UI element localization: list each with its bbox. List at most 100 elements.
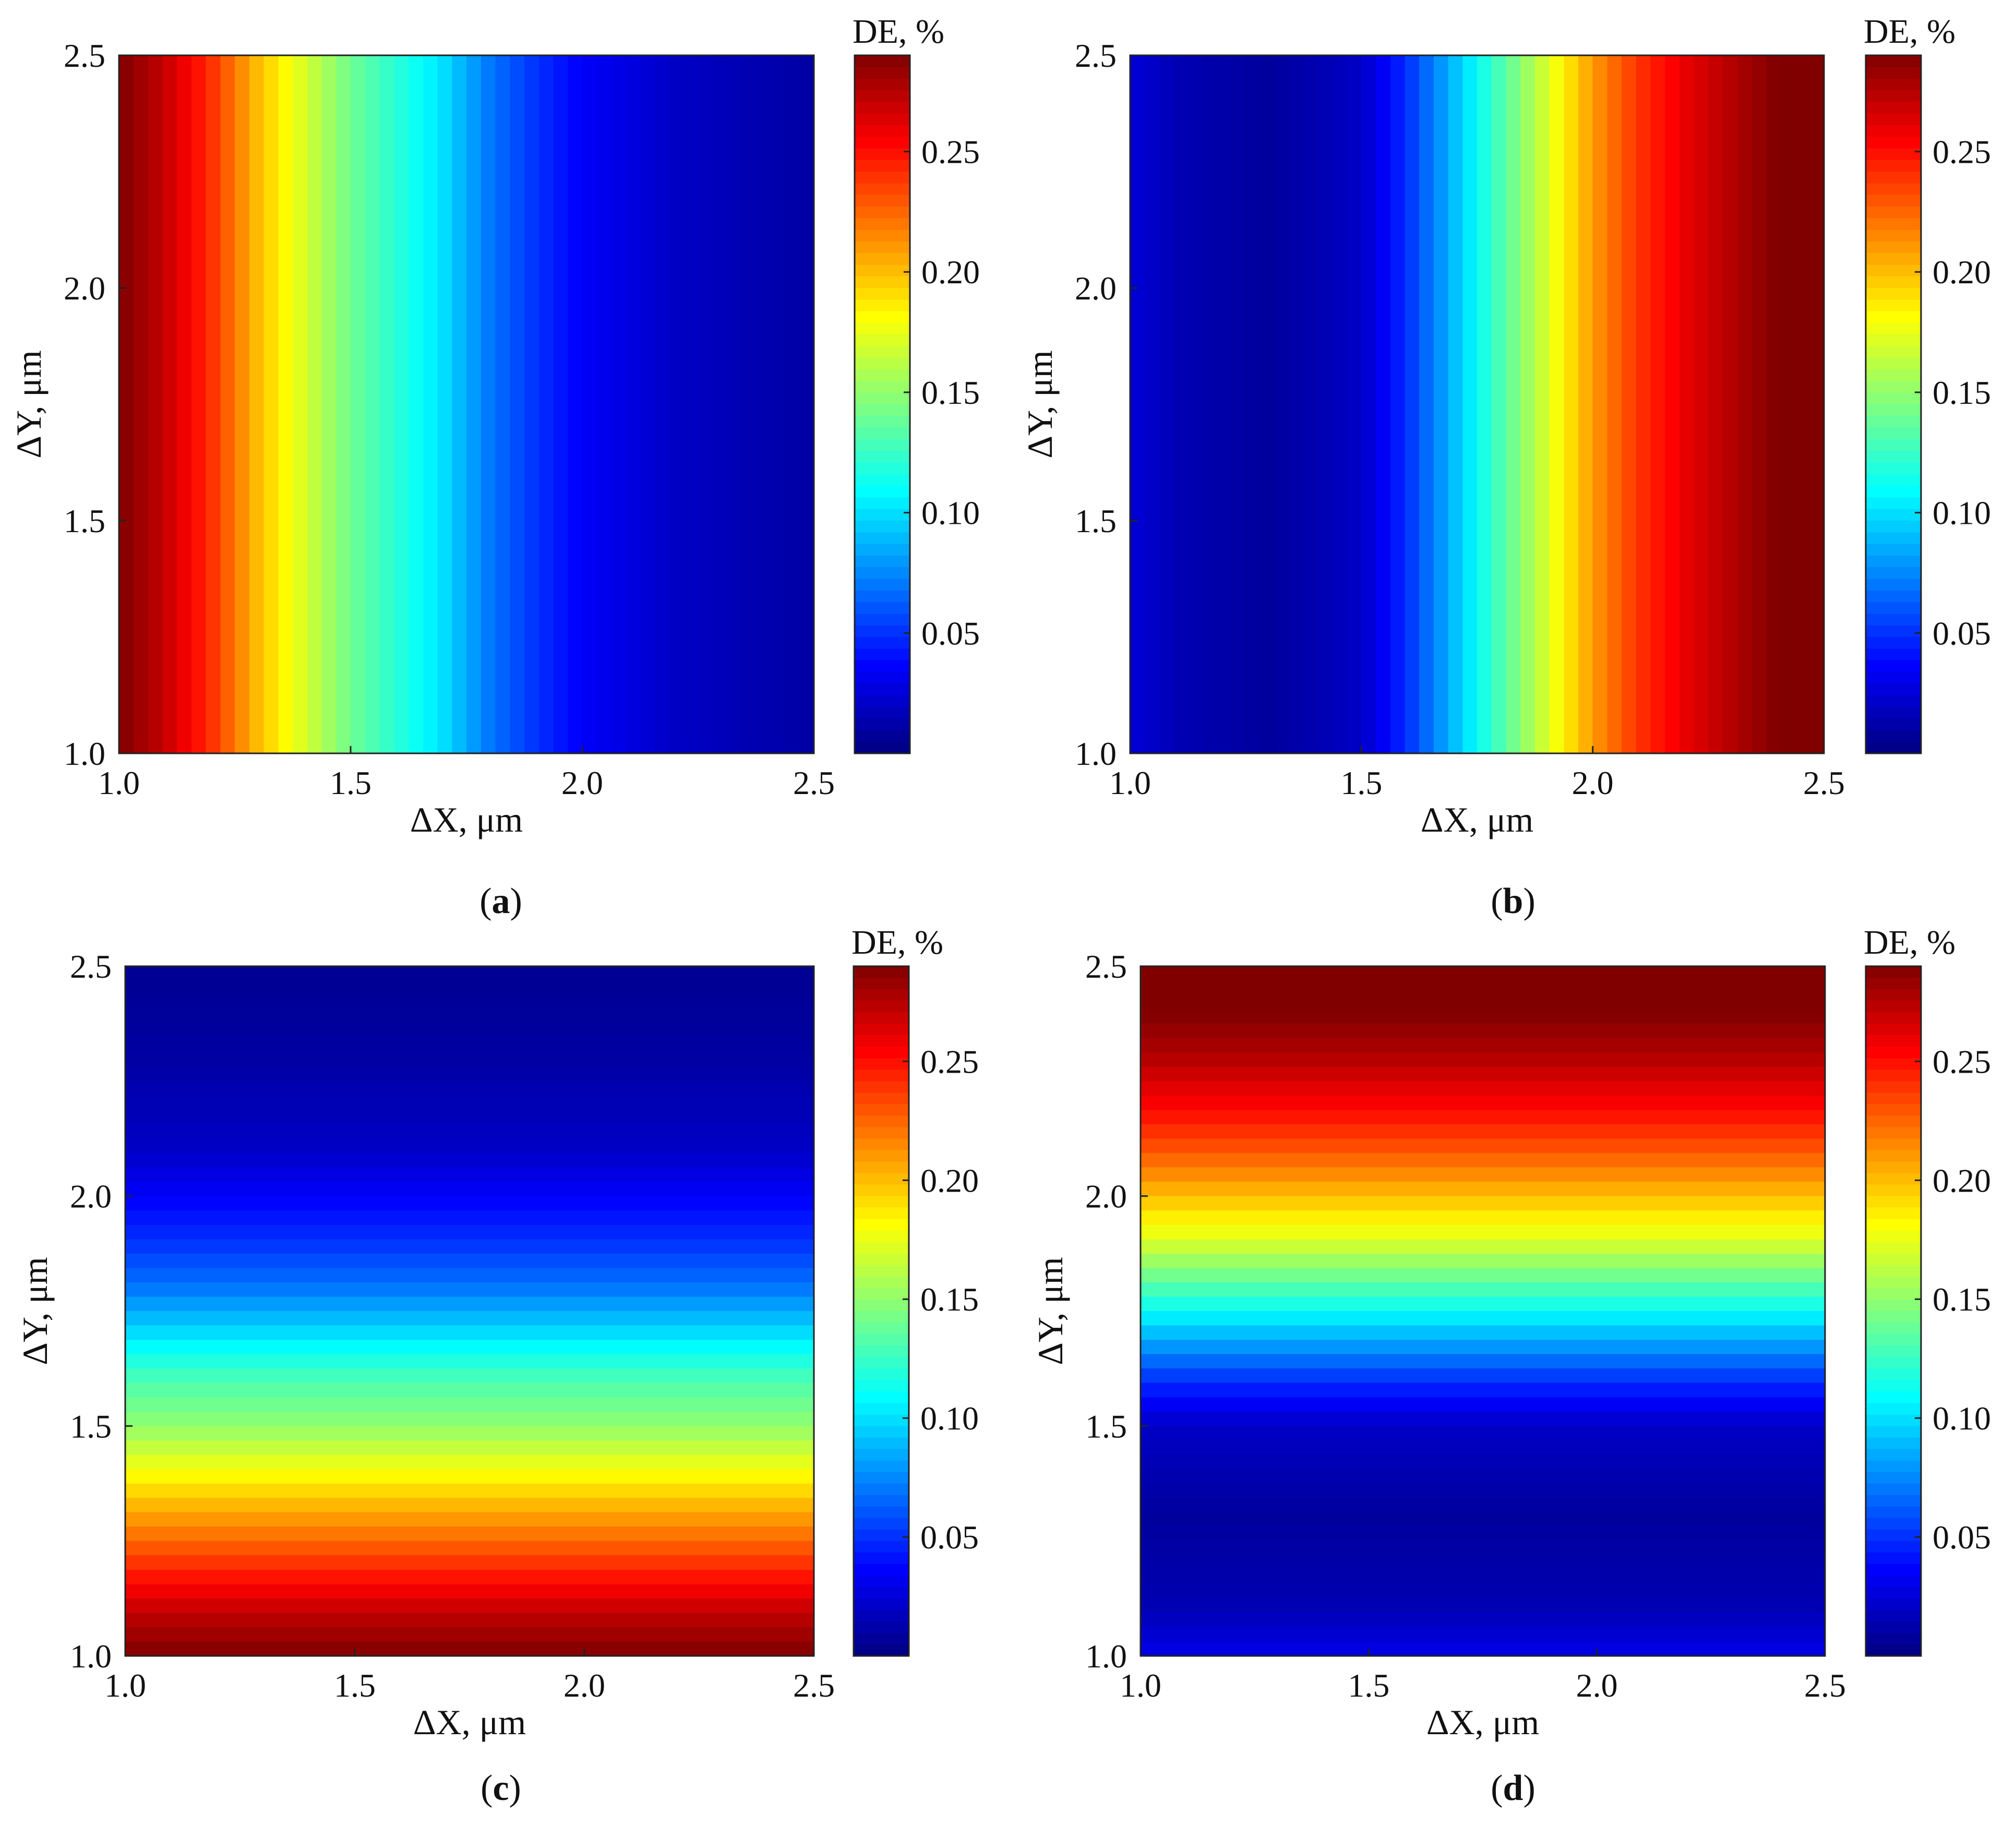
heatmap-cell <box>1564 55 1579 753</box>
colorbar-cell <box>1866 978 1921 990</box>
x-tick-label: 1.5 <box>1340 764 1382 801</box>
colorbar-cell <box>1866 276 1921 289</box>
colorbar-cell <box>1866 1127 1921 1139</box>
heatmap-cell <box>1141 1009 1825 1024</box>
heatmap-cell <box>1405 55 1420 753</box>
heatmap-cell <box>1141 1325 1825 1340</box>
colorbar-cell <box>854 1092 909 1105</box>
colorbar-cell <box>855 113 910 126</box>
colorbar-cell <box>1866 1552 1921 1565</box>
heatmap-cell <box>582 55 597 753</box>
heatmap-cell <box>1694 55 1709 753</box>
colorbar-cell <box>854 1299 909 1312</box>
x-tick-label: 2.0 <box>1576 1667 1618 1704</box>
colorbar-cell <box>1866 299 1921 312</box>
colorbar-cell <box>1866 288 1921 301</box>
colorbar-cell <box>854 1575 909 1588</box>
colorbar-cell <box>854 1449 909 1461</box>
heatmap-cell <box>1419 55 1434 753</box>
colorbar-cell <box>854 1587 909 1599</box>
heatmap-cell <box>125 1397 814 1412</box>
colorbar-cell <box>855 416 910 428</box>
y-tick-label: 1.0 <box>64 735 105 772</box>
heatmap-cell <box>1141 1110 1825 1125</box>
heatmap-cell <box>683 55 699 753</box>
heatmap-cell <box>125 1613 814 1628</box>
heatmap-cell <box>1141 1541 1825 1556</box>
colorbar-cell <box>1866 67 1921 79</box>
colorbar-cell <box>854 1529 909 1542</box>
colorbar-cell <box>855 521 910 533</box>
colorbar-cell <box>854 1541 909 1553</box>
colorbar-cell <box>855 706 910 719</box>
heatmap-cell <box>1141 1052 1825 1067</box>
colorbar-cell <box>854 1219 909 1231</box>
heatmap-cell <box>596 55 612 753</box>
panel-label-open-paren: ( <box>1491 1768 1503 1808</box>
y-tick-label: 1.5 <box>1075 502 1117 539</box>
colorbar-cell <box>1866 346 1921 358</box>
heatmap-cell <box>1141 1253 1825 1269</box>
heatmap-cell <box>1141 1024 1825 1039</box>
heatmap-cell <box>1217 55 1232 753</box>
colorbar-cell <box>854 1150 909 1162</box>
heatmap-cell <box>1141 1210 1825 1226</box>
heatmap-cell <box>162 55 177 753</box>
heatmap-cell <box>1141 1555 1825 1570</box>
colorbar-cell <box>1866 1506 1921 1519</box>
heatmap-cell <box>1141 966 1825 981</box>
heatmap-cell <box>1578 55 1593 753</box>
colorbar-cell <box>855 137 910 149</box>
heatmap-cell <box>437 55 453 753</box>
heatmap-cell <box>1141 1512 1825 1527</box>
heatmap-cell <box>698 55 713 753</box>
colorbar-title: DE, % <box>851 923 943 962</box>
colorbar-cell <box>854 1138 909 1151</box>
colorbar-cell <box>855 532 910 545</box>
colorbar-cell <box>1866 1368 1921 1380</box>
colorbar-cell <box>1866 695 1921 707</box>
colorbar-cell <box>854 1483 909 1496</box>
colorbar-frame <box>1865 54 1922 754</box>
colorbar-cell <box>1866 1449 1921 1461</box>
colorbar-cell <box>1866 439 1921 451</box>
colorbar-cell <box>855 509 910 521</box>
colorbar-cell <box>1866 230 1921 242</box>
heatmap-cell <box>125 1124 814 1139</box>
heatmap-cell <box>1187 55 1203 753</box>
colorbar-cell <box>854 1598 909 1611</box>
colorbar-cell <box>1866 451 1921 463</box>
colorbar-cell <box>1866 474 1921 486</box>
colorbar-cell <box>1866 1346 1921 1358</box>
heatmap-cell <box>654 55 670 753</box>
colorbar-tick-label: 0.20 <box>1933 254 1991 291</box>
heatmap-cell <box>1751 55 1767 753</box>
heatmap-cell <box>1361 55 1376 753</box>
heatmap-cell <box>293 55 308 753</box>
heatmap-cell <box>125 1167 814 1182</box>
y-axis-label: ΔY, μm <box>1020 350 1060 458</box>
colorbar-cell <box>1866 137 1921 149</box>
heatmap-cell <box>125 1368 814 1384</box>
heatmap-cell <box>1141 1038 1825 1053</box>
heatmap-cell <box>1534 55 1550 753</box>
colorbar-cell <box>855 497 910 510</box>
colorbar-cell <box>1866 486 1921 498</box>
x-tick-label: 2.5 <box>793 764 835 801</box>
colorbar-cell <box>855 288 910 301</box>
y-axis-label: ΔY, μm <box>1030 1257 1070 1365</box>
colorbar-cell <box>855 265 910 277</box>
colorbar-tick-label: 0.25 <box>920 1043 979 1080</box>
heatmap-cell <box>133 55 149 753</box>
colorbar-title: DE, % <box>1864 923 1955 962</box>
colorbar-cell <box>1866 148 1921 161</box>
heatmap-cell <box>669 55 685 753</box>
y-tick-label: 1.0 <box>1085 1638 1127 1675</box>
colorbar-cell <box>1866 55 1921 68</box>
heatmap-cell <box>125 1541 814 1556</box>
panel-label: (d) <box>1491 1768 1535 1808</box>
heatmap-cell <box>640 55 655 753</box>
heatmap-cell <box>125 1153 814 1168</box>
y-axis-label: ΔY, μm <box>15 1257 55 1365</box>
panel-label-close-paren: ) <box>1523 881 1535 921</box>
